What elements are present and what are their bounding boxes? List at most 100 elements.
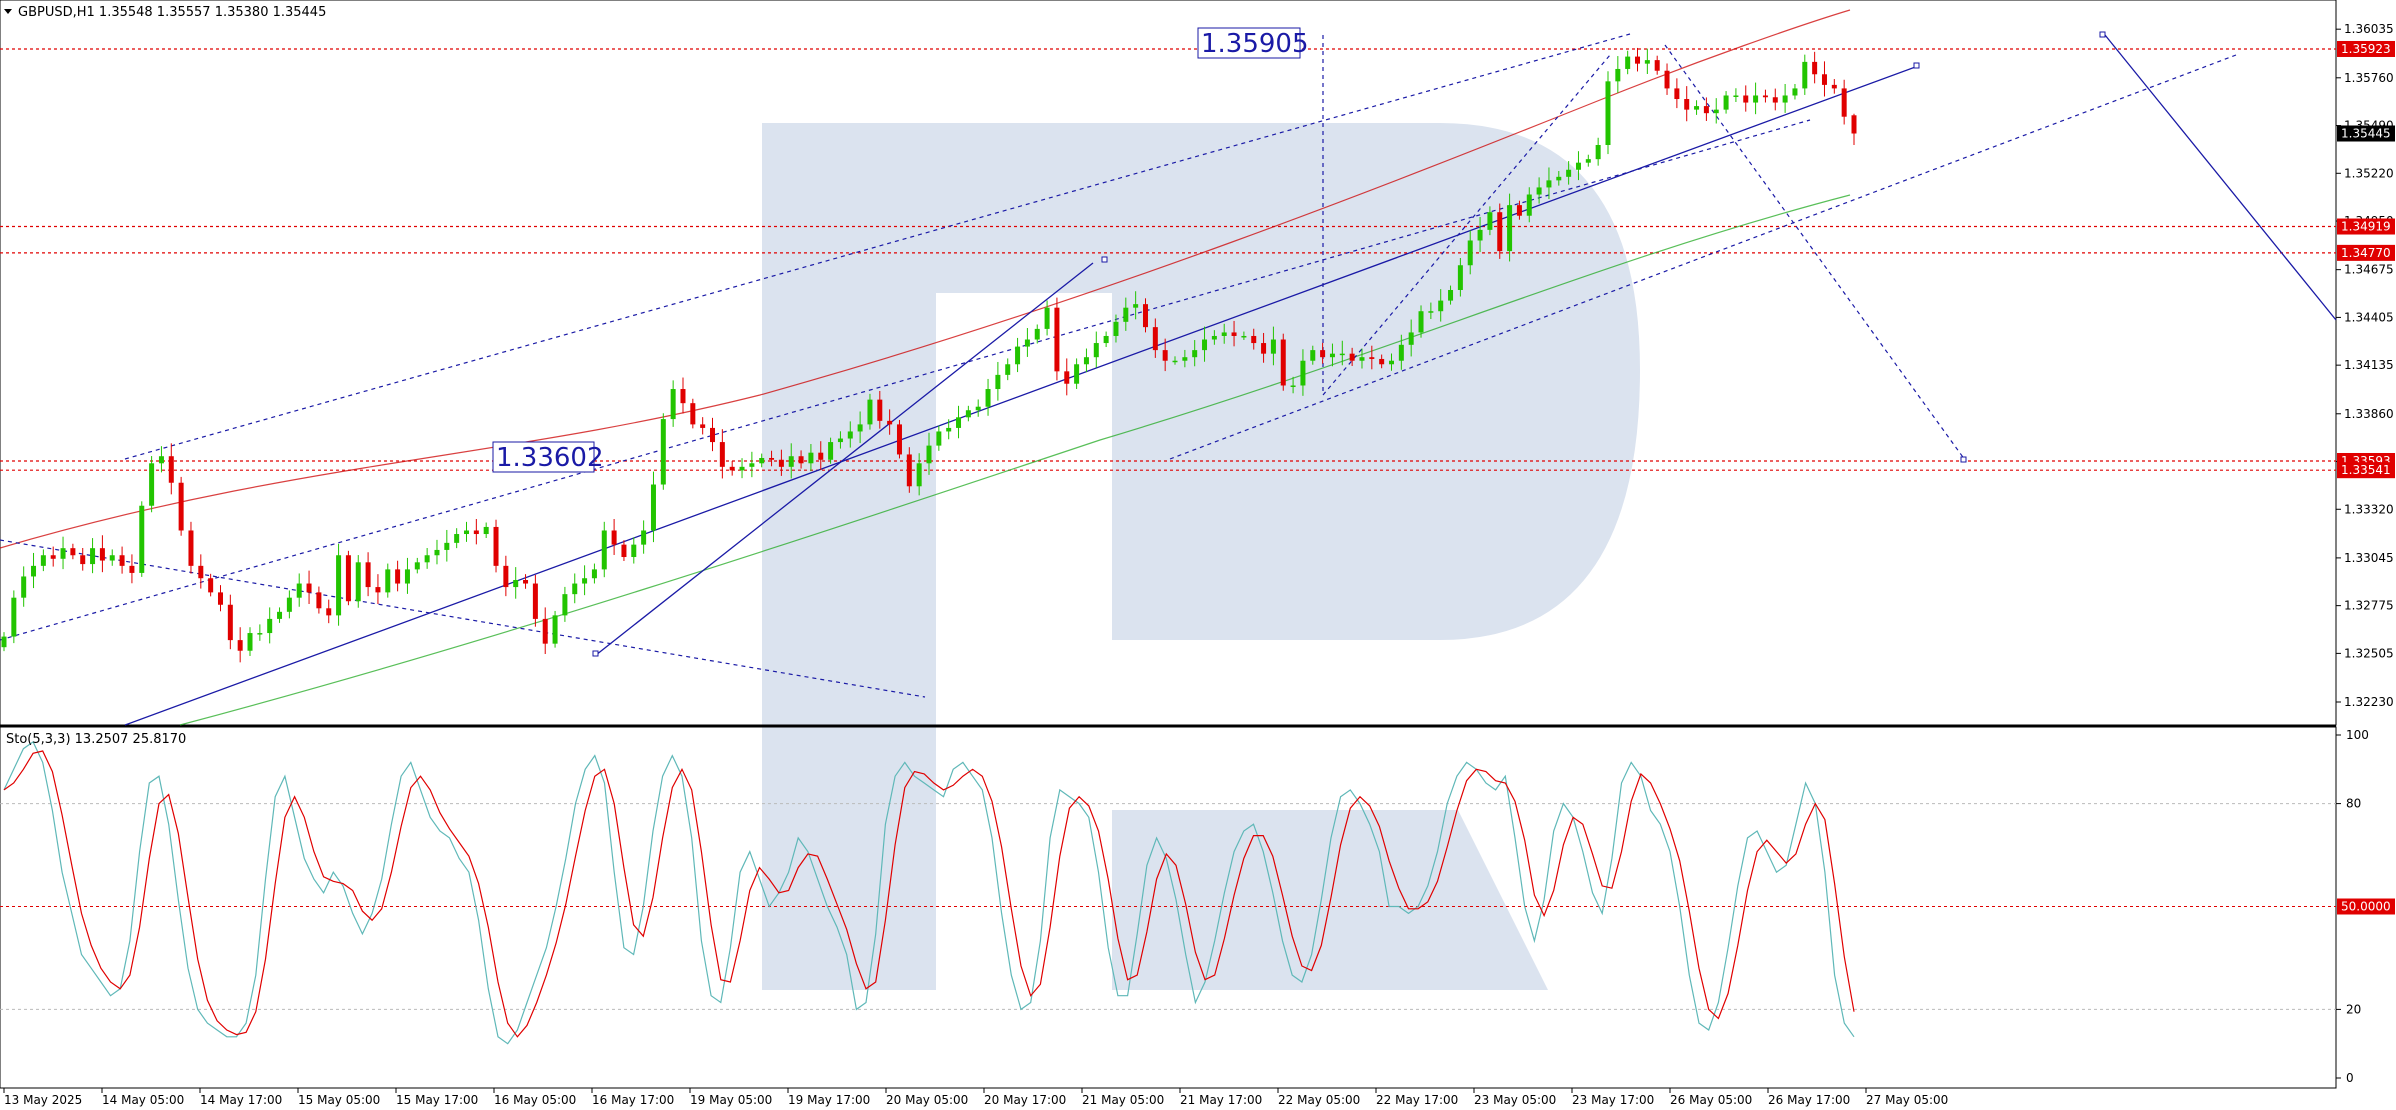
symbol-dropdown-icon[interactable] bbox=[4, 9, 12, 14]
candle-body bbox=[1792, 88, 1798, 96]
candle-body bbox=[1329, 353, 1335, 358]
candle-body bbox=[1418, 311, 1424, 333]
price-level-tags: 1.359231.349191.347701.335931.335411.354… bbox=[2337, 40, 2395, 479]
candle-body bbox=[1507, 205, 1513, 252]
candle-body bbox=[690, 403, 696, 425]
price-tick-label: 1.35220 bbox=[2344, 166, 2394, 180]
candle-body bbox=[1772, 97, 1778, 103]
candle-body bbox=[1280, 339, 1286, 386]
price-tick-label: 1.33320 bbox=[2344, 502, 2394, 516]
candle-body bbox=[119, 555, 125, 566]
candle-body bbox=[1211, 335, 1217, 340]
candle-body bbox=[1074, 364, 1080, 384]
candle-body bbox=[1024, 339, 1030, 347]
candle-body bbox=[1054, 307, 1060, 372]
candle-body bbox=[887, 420, 893, 425]
candle-body bbox=[1644, 60, 1650, 64]
candle-body bbox=[365, 562, 371, 588]
time-tick-label: 23 May 05:00 bbox=[1474, 1093, 1556, 1107]
candle-body bbox=[523, 580, 529, 584]
candle-body bbox=[90, 548, 96, 565]
candle-body bbox=[1713, 109, 1719, 114]
candle-body bbox=[188, 530, 194, 566]
candle-body bbox=[601, 530, 607, 570]
candle-body bbox=[621, 544, 627, 558]
candle-body bbox=[1162, 350, 1168, 361]
candle-body bbox=[1812, 61, 1818, 75]
candle-body bbox=[1753, 95, 1759, 103]
candle-body bbox=[483, 526, 489, 535]
candle-body bbox=[129, 565, 135, 573]
candle-body bbox=[582, 578, 588, 584]
candle-body bbox=[1, 636, 7, 648]
candle-body bbox=[749, 463, 755, 467]
candle-body bbox=[1103, 335, 1109, 344]
price-tick-label: 1.35760 bbox=[2344, 71, 2394, 85]
price-tag-bg bbox=[2337, 218, 2395, 235]
candle-body bbox=[1516, 205, 1522, 216]
candle-body bbox=[808, 452, 814, 464]
candle-body bbox=[286, 597, 292, 612]
candle-body bbox=[916, 463, 922, 487]
candle-body bbox=[719, 442, 725, 467]
candle-body bbox=[139, 505, 145, 573]
candle-body bbox=[877, 399, 883, 421]
candle-body bbox=[1261, 343, 1267, 354]
candle-body bbox=[11, 597, 17, 637]
candle-body bbox=[552, 615, 558, 644]
candle-body bbox=[936, 431, 942, 446]
candle-body bbox=[1782, 95, 1788, 103]
candle-body bbox=[1664, 70, 1670, 89]
candle-body bbox=[1398, 344, 1404, 361]
candle-body bbox=[355, 562, 361, 602]
indicator-header: Sto(5,3,3) 13.2507 25.8170 bbox=[6, 732, 186, 747]
candle-body bbox=[1575, 162, 1581, 170]
candle-body bbox=[473, 530, 479, 535]
candle-body bbox=[1083, 357, 1089, 365]
candle-body bbox=[956, 417, 962, 428]
candle-body bbox=[1654, 60, 1660, 71]
candle-body bbox=[985, 389, 991, 407]
time-tick-label: 22 May 05:00 bbox=[1278, 1093, 1360, 1107]
candle-body bbox=[572, 583, 578, 595]
candle-body bbox=[1723, 95, 1729, 110]
candle-body bbox=[208, 578, 214, 593]
symbol-header: GBPUSD,H1 1.35548 1.35557 1.35380 1.3544… bbox=[18, 5, 326, 20]
time-tick-label: 20 May 17:00 bbox=[984, 1093, 1066, 1107]
candle-body bbox=[1034, 328, 1040, 340]
time-tick-label: 16 May 17:00 bbox=[592, 1093, 674, 1107]
candle-body bbox=[1320, 350, 1326, 358]
candle-body bbox=[149, 463, 155, 506]
candle-body bbox=[1182, 357, 1188, 361]
candle-body bbox=[778, 459, 784, 467]
time-axis: 13 May 2025 14 May 05:00 14 May 17:00 15 Ma… bbox=[3, 1088, 1948, 1107]
candle-body bbox=[464, 530, 469, 535]
candle-body bbox=[1379, 358, 1385, 365]
time-tick-label: 27 May 05:00 bbox=[1866, 1093, 1948, 1107]
time-tick-label: 21 May 17:00 bbox=[1180, 1093, 1262, 1107]
candle-body bbox=[493, 526, 499, 566]
price-tick-label: 1.34675 bbox=[2344, 263, 2394, 277]
candle-body bbox=[739, 466, 745, 471]
candle-body bbox=[60, 548, 66, 559]
candle-body bbox=[1536, 187, 1542, 195]
price-tag-label: 1.35923 bbox=[2341, 42, 2391, 56]
candle-body bbox=[1005, 364, 1011, 375]
annotations: 1.35905 1.33602 bbox=[492, 27, 1309, 473]
candle-body bbox=[631, 544, 637, 558]
candle-body bbox=[444, 542, 450, 550]
candle-body bbox=[1152, 327, 1158, 351]
candle-body bbox=[158, 456, 164, 464]
candle-body bbox=[31, 565, 37, 577]
candle-body bbox=[217, 592, 223, 605]
price-tick-label: 1.33045 bbox=[2344, 551, 2394, 565]
time-tick-label: 15 May 05:00 bbox=[298, 1093, 380, 1107]
candle-body bbox=[414, 562, 420, 570]
candle-body bbox=[532, 583, 538, 619]
candle-body bbox=[454, 534, 460, 543]
candle-body bbox=[257, 633, 263, 635]
time-tick-label: 13 May 2025 bbox=[4, 1093, 82, 1107]
candle-body bbox=[404, 569, 410, 584]
candle-body bbox=[1733, 95, 1739, 97]
